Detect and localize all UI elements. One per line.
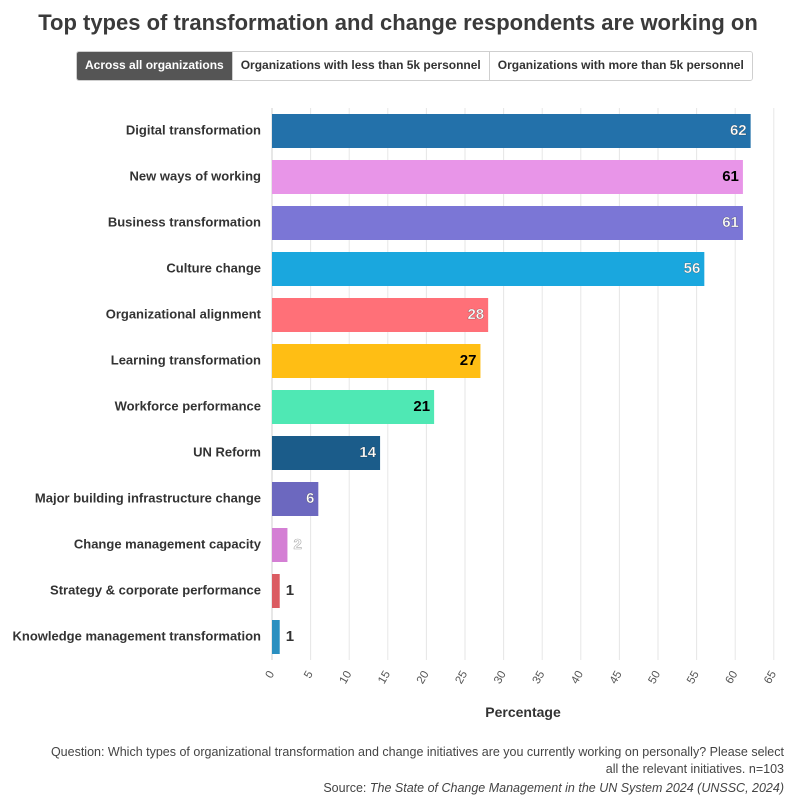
data-label: 56 xyxy=(684,260,701,277)
tab-less-than-5k[interactable]: Organizations with less than 5k personne… xyxy=(232,52,490,80)
question-note: Question: Which types of organizational … xyxy=(4,744,784,778)
source-title: The State of Change Management in the UN… xyxy=(369,781,784,795)
x-tick-label: 5 xyxy=(302,669,316,681)
x-tick-label: 35 xyxy=(531,669,548,686)
data-label: 2 xyxy=(293,536,301,553)
question-line-2: all the relevant initiatives. n=103 xyxy=(605,762,784,776)
category-label: Knowledge management transformation xyxy=(13,628,262,643)
data-label: 1 xyxy=(286,582,294,599)
x-tick-label: 0 xyxy=(264,669,278,681)
data-label: 14 xyxy=(359,444,376,461)
question-line-1: Question: Which types of organizational … xyxy=(50,745,784,759)
category-label: UN Reform xyxy=(193,444,261,459)
data-label: 21 xyxy=(413,398,430,415)
tab-across-all-organizations[interactable]: Across all organizations xyxy=(77,52,233,80)
x-tick-label: 30 xyxy=(492,669,509,686)
data-label: 1 xyxy=(286,628,294,645)
x-tick-label: 25 xyxy=(453,669,470,686)
category-label: Major building infrastructure change xyxy=(35,490,261,505)
x-tick-label: 15 xyxy=(376,669,393,686)
category-label: Organizational alignment xyxy=(106,306,262,321)
x-tick-label: 20 xyxy=(415,669,432,686)
x-axis-title: Percentage xyxy=(485,704,561,720)
category-label: Digital transformation xyxy=(126,122,261,137)
bar[interactable] xyxy=(272,482,319,516)
x-tick-label: 65 xyxy=(762,669,779,686)
data-label: 28 xyxy=(467,306,484,323)
x-tick-labels: 0 5 10 15 20 25 30 35 40 45 50 55 60 65 xyxy=(264,669,779,686)
bar[interactable] xyxy=(272,528,288,562)
x-tick-label: 60 xyxy=(724,669,741,686)
category-label: Workforce performance xyxy=(115,398,261,413)
tab-more-than-5k[interactable]: Organizations with more than 5k personne… xyxy=(489,52,752,80)
category-label: Strategy & corporate performance xyxy=(50,582,261,597)
data-label: 62 xyxy=(730,122,747,139)
bar[interactable] xyxy=(272,298,489,332)
bar[interactable] xyxy=(272,344,481,378)
x-tick-label: 50 xyxy=(646,669,663,686)
data-label: 27 xyxy=(460,352,477,369)
bar[interactable] xyxy=(272,436,381,470)
category-label: New ways of working xyxy=(130,168,262,183)
category-labels: Digital transformation New ways of workin… xyxy=(13,122,262,643)
tab-group: Across all organizations Organizations w… xyxy=(76,51,753,81)
x-tick-label: 10 xyxy=(338,669,355,686)
source-note: Source: The State of Change Management i… xyxy=(4,780,784,797)
data-label: 6 xyxy=(306,490,314,507)
bar[interactable] xyxy=(272,160,743,194)
category-label: Business transformation xyxy=(108,214,261,229)
x-tick-label: 55 xyxy=(685,669,702,686)
bar[interactable] xyxy=(272,390,435,424)
bar[interactable] xyxy=(272,114,751,148)
chart-title: Top types of transformation and change r… xyxy=(38,10,758,35)
data-label: 61 xyxy=(722,168,739,185)
source-prefix: Source: xyxy=(323,781,370,795)
bar[interactable] xyxy=(272,620,280,654)
bar[interactable] xyxy=(272,252,705,286)
category-label: Change management capacity xyxy=(74,536,262,551)
bar[interactable] xyxy=(272,574,280,608)
category-label: Culture change xyxy=(166,260,261,275)
category-label: Learning transformation xyxy=(111,352,261,367)
x-tick-label: 45 xyxy=(608,669,625,686)
bars xyxy=(272,114,751,654)
gridlines xyxy=(271,108,775,660)
x-tick-label: 40 xyxy=(569,669,586,686)
bar[interactable] xyxy=(272,206,743,240)
data-label: 61 xyxy=(722,214,739,231)
